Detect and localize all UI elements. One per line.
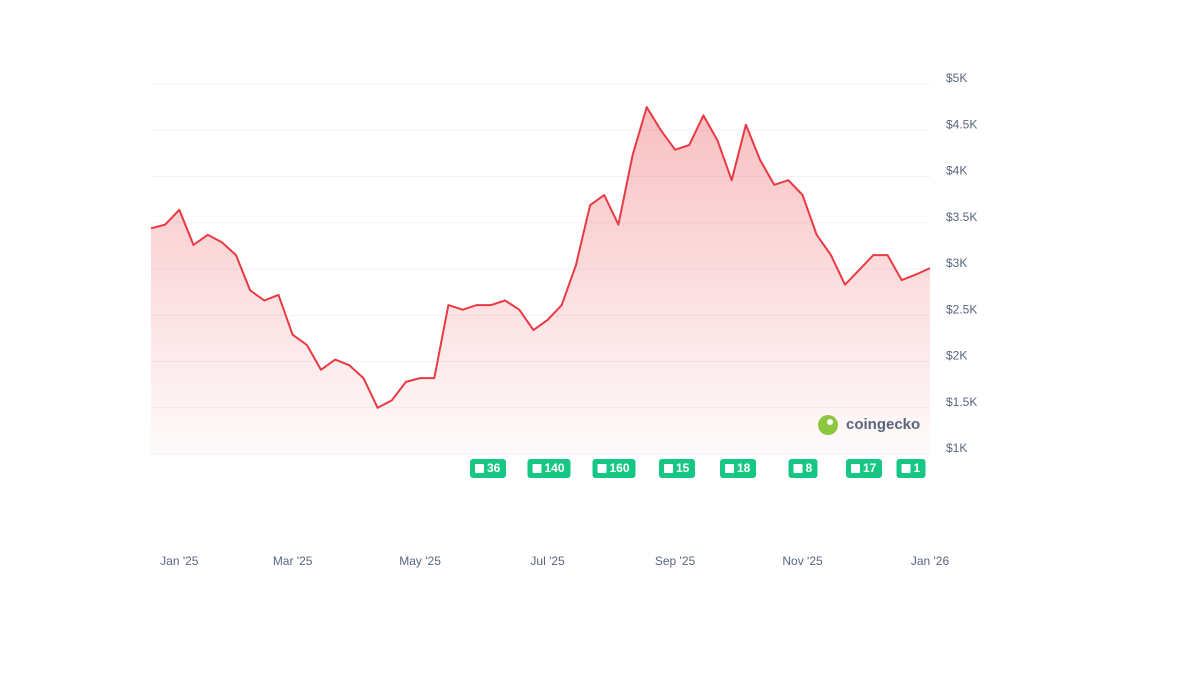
badge-count: 140 [545, 461, 565, 475]
badge-icon [475, 464, 484, 473]
badge-bg [592, 459, 636, 478]
news-badge[interactable]: 18 [720, 459, 756, 478]
y-tick-label: $1K [946, 441, 967, 455]
y-tick-label: $4K [946, 164, 967, 178]
badge-bg [527, 459, 571, 478]
logo-eye [827, 419, 833, 425]
badge-icon [664, 464, 673, 473]
badge-icon [597, 464, 607, 473]
badge-bg [659, 459, 695, 478]
news-badge[interactable]: 1 [896, 459, 926, 478]
news-badge[interactable]: 15 [659, 459, 695, 478]
badge-bg [470, 459, 506, 478]
badge-bg [846, 459, 882, 478]
badge-icon [901, 464, 911, 473]
badge-count: 17 [863, 461, 877, 475]
y-tick-label: $3.5K [946, 210, 977, 224]
x-tick-label: Jan '25 [160, 554, 199, 568]
badge-icon [532, 464, 542, 473]
x-tick-label: Sep '25 [655, 554, 696, 568]
badge-count: 36 [487, 461, 501, 475]
y-tick-label: $4.5K [946, 117, 977, 131]
badge-icon [725, 464, 734, 473]
y-tick-label: $2K [946, 349, 967, 363]
x-tick-label: Mar '25 [273, 554, 313, 568]
badge-count: 15 [676, 461, 690, 475]
plot: $1K $1.5K $2K $2.5K $3K $3.5K $4K $4.5K $5K Jan '… [150, 71, 977, 568]
badge-bg [788, 459, 818, 478]
y-tick-label: $3K [946, 256, 967, 270]
news-badge[interactable]: 17 [846, 459, 882, 478]
y-tick-label: $5K [946, 71, 967, 85]
watermark-text: coingecko [846, 416, 920, 433]
badge-count: 8 [806, 461, 813, 475]
badge-icon [851, 464, 860, 473]
badge-count: 1 [914, 461, 921, 475]
x-tick-label: May '25 [399, 554, 441, 568]
badge-bg [720, 459, 756, 478]
x-tick-label: Jan '26 [911, 554, 950, 568]
line [150, 106, 931, 409]
area [151, 107, 930, 454]
news-badge[interactable]: 8 [788, 459, 818, 478]
news-badge[interactable]: 160 [592, 459, 636, 478]
badge-count: 160 [610, 461, 630, 475]
x-tick-label: Jul '25 [530, 554, 565, 568]
y-tick-label: $1.5K [946, 395, 977, 409]
news-badge[interactable]: 140 [527, 459, 571, 478]
y-tick-label: $2.5K [946, 302, 977, 316]
watermark: coingecko [818, 415, 920, 435]
news-badge[interactable]: 36 [470, 459, 506, 478]
badge-count: 18 [737, 461, 751, 475]
logo [818, 415, 838, 435]
x-tick-label: Nov '25 [782, 554, 823, 568]
badge-bg [896, 459, 926, 478]
badge-icon [793, 464, 803, 473]
